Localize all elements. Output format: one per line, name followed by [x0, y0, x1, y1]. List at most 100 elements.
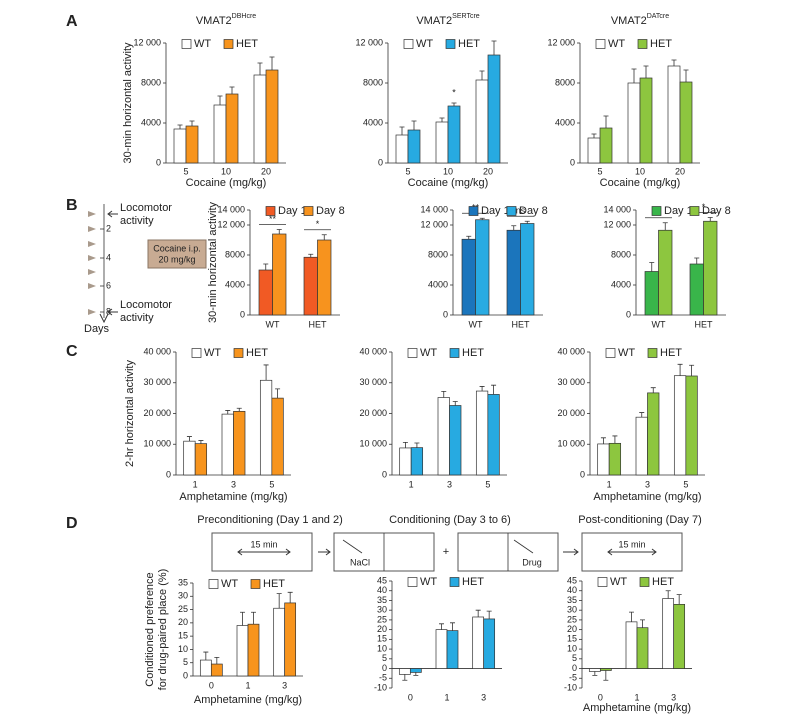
duration: 15 min	[618, 539, 645, 549]
error-bar	[491, 384, 497, 395]
error-bar	[451, 102, 457, 106]
legend-label: HET	[462, 576, 484, 588]
timeline: 2 4 6 8 Locomotor activity Cocaine i.p. …	[84, 202, 207, 335]
bar	[461, 238, 476, 316]
legend-swatch	[449, 348, 460, 358]
error-bar	[491, 40, 497, 55]
bar	[673, 375, 687, 476]
x-tick-label: 3	[282, 680, 287, 690]
y-tick-label: 12 000	[420, 219, 448, 229]
legend-swatch	[689, 206, 700, 216]
day-label: 6	[106, 280, 111, 290]
error-bar	[662, 222, 668, 231]
bar-chart: VMAT2DATcre 0 4000 8000 12 000 Cocaine (mg/kg…	[547, 13, 700, 189]
legend-label: HET	[263, 578, 285, 590]
legend-swatch	[191, 348, 202, 358]
legend-swatch	[208, 579, 219, 589]
error-bar	[694, 257, 700, 264]
y-tick-label: 0	[166, 469, 171, 479]
legend-swatch	[403, 39, 414, 49]
error-bar	[186, 436, 192, 442]
bar	[658, 229, 673, 316]
bar	[221, 413, 234, 476]
error-bar	[251, 611, 256, 625]
x-tick-label: 20	[675, 166, 685, 176]
y-tick-label: -5	[379, 673, 387, 683]
chart-title: VMAT2DBHcre	[196, 13, 256, 27]
error-bar	[643, 65, 649, 78]
error-bar	[591, 133, 597, 138]
bar	[273, 607, 286, 677]
x-tick-label: 10	[443, 166, 453, 176]
x-tick-label: HET	[512, 319, 531, 329]
x-axis-label: Amphetamine (mg/kg)	[593, 491, 701, 503]
days-label: Days	[84, 323, 110, 335]
syringe	[513, 539, 534, 554]
y-tick-label: 30 000	[557, 377, 585, 387]
bar	[236, 625, 249, 677]
title-sup: SERTcre	[452, 13, 480, 20]
x-tick-label: 1	[634, 692, 639, 702]
x-tick-label: 5	[183, 166, 188, 176]
error-bar	[479, 70, 485, 80]
title-main: VMAT2	[416, 15, 452, 27]
bar	[647, 392, 660, 476]
bar	[520, 223, 535, 316]
bar	[639, 77, 653, 164]
y-tick-label: 5	[572, 653, 577, 663]
legend-swatch	[637, 39, 648, 49]
y-tick-label: 25	[567, 614, 577, 624]
saline-label: NaCl	[350, 557, 370, 567]
error-bar	[612, 435, 618, 444]
day-markers	[88, 211, 96, 315]
y-tick-label: -5	[569, 673, 577, 683]
x-tick-label: WT	[469, 319, 483, 329]
y-tick-label: 0	[382, 663, 387, 673]
y-tick-label: 10 000	[557, 439, 585, 449]
error-bar	[649, 262, 655, 272]
error-bar	[189, 120, 195, 126]
error-bar	[177, 124, 183, 129]
bar	[487, 54, 501, 164]
x-tick-label: 1	[193, 479, 198, 489]
error-bar	[631, 68, 637, 83]
x-tick-label: 0	[408, 692, 413, 702]
plus: +	[443, 546, 449, 558]
y-tick-label: 25	[178, 604, 188, 614]
y-tick-label: 8000	[555, 77, 575, 87]
bar	[272, 233, 287, 316]
error-bar	[640, 619, 645, 628]
bar-chart: 0 10 000 20 000 30 000 40 000 Amphetamine (mg…	[557, 346, 705, 503]
bar	[588, 668, 601, 672]
y-tick-label: 10	[567, 643, 577, 653]
title-main: VMAT2	[611, 15, 647, 27]
y-tick-label: 12 000	[603, 219, 631, 229]
pointer	[107, 210, 118, 218]
bar	[685, 375, 698, 476]
legend-label: HET	[650, 38, 672, 50]
stage-label: Post-conditioning (Day 7)	[578, 514, 702, 526]
error-bar	[486, 610, 492, 619]
error-bar	[439, 623, 444, 630]
bar	[435, 121, 449, 164]
bar	[679, 81, 693, 164]
x-axis-label: Amphetamine (mg/kg)	[583, 702, 691, 714]
legend-swatch	[639, 577, 650, 587]
bar	[258, 269, 273, 316]
y-tick-label: 0	[580, 469, 585, 479]
locomotor-label: activity	[120, 215, 154, 227]
legend-swatch	[250, 579, 261, 589]
legend-swatch	[303, 206, 314, 216]
bar	[173, 128, 187, 164]
y-tick-label: 20 000	[557, 408, 585, 418]
error-bar	[198, 440, 204, 444]
bar	[447, 105, 461, 164]
bar	[253, 74, 267, 164]
bar	[636, 627, 649, 669]
y-tick-label: 20	[377, 624, 387, 634]
panel-label: A	[66, 13, 78, 30]
y-tick-label: 45	[567, 575, 577, 585]
y-tick-label: 0	[443, 309, 448, 319]
bar	[410, 447, 424, 476]
